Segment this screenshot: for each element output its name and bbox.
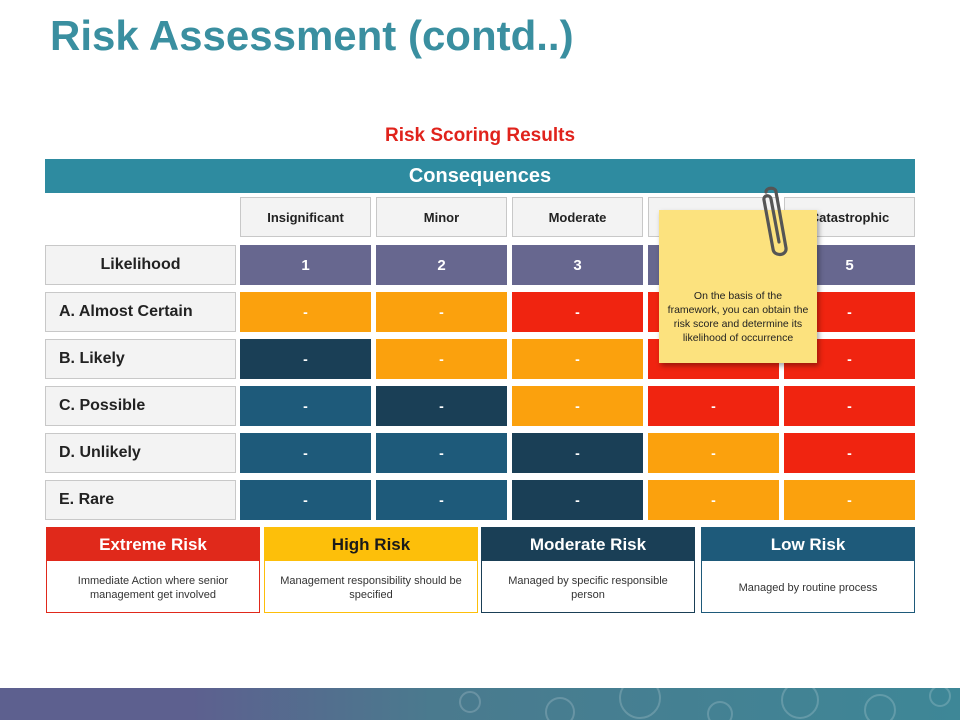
legend-high-risk: High Risk Management responsibility shou… — [264, 527, 478, 613]
legend-moderate-desc: Managed by specific responsible person — [508, 574, 668, 601]
sticky-note-text: On the basis of the framework, you can o… — [667, 290, 809, 344]
sticky-note: On the basis of the framework, you can o… — [659, 210, 817, 363]
paperclip-icon — [762, 186, 788, 257]
risk-cell: - — [784, 433, 915, 473]
risk-cell: - — [648, 433, 779, 473]
score-number-1: 1 — [240, 245, 371, 285]
row-label-rare: E. Rare — [45, 480, 236, 520]
legend-extreme-title: Extreme Risk — [47, 528, 259, 561]
risk-cell: - — [240, 386, 371, 426]
score-number-3: 3 — [512, 245, 643, 285]
legend-high-desc: Management responsibility should be spec… — [280, 574, 462, 601]
legend-low-desc: Managed by routine process — [738, 581, 878, 594]
legend-moderate-risk: Moderate Risk Managed by specific respon… — [481, 527, 695, 613]
legend-low-title: Low Risk — [702, 528, 914, 561]
risk-cell: - — [240, 292, 371, 332]
risk-cell: - — [376, 339, 507, 379]
header-insignificant: Insignificant — [240, 197, 371, 237]
legend-low-risk: Low Risk Managed by routine process — [701, 527, 915, 613]
row-label-unlikely: D. Unlikely — [45, 433, 236, 473]
legend-extreme-desc: Immediate Action where senior management… — [77, 574, 229, 601]
header-moderate: Moderate — [512, 197, 643, 237]
header-minor: Minor — [376, 197, 507, 237]
risk-cell: - — [240, 480, 371, 520]
risk-cell: - — [512, 339, 643, 379]
row-label-almost-certain: A. Almost Certain — [45, 292, 236, 332]
risk-cell: - — [512, 480, 643, 520]
risk-cell: - — [512, 292, 643, 332]
risk-cell: - — [240, 339, 371, 379]
risk-cell: - — [376, 480, 507, 520]
legend-extreme-risk: Extreme Risk Immediate Action where seni… — [46, 527, 260, 613]
score-number-2: 2 — [376, 245, 507, 285]
footer-band — [0, 688, 960, 720]
row-label-possible: C. Possible — [45, 386, 236, 426]
row-label-likely: B. Likely — [45, 339, 236, 379]
likelihood-label: Likelihood — [45, 245, 236, 285]
legend-moderate-title: Moderate Risk — [482, 528, 694, 561]
page-title: Risk Assessment (contd..) — [50, 12, 574, 59]
risk-cell: - — [648, 480, 779, 520]
risk-cell: - — [240, 433, 371, 473]
risk-cell: - — [512, 386, 643, 426]
risk-cell: - — [784, 386, 915, 426]
section-subtitle: Risk Scoring Results — [384, 125, 576, 146]
risk-cell: - — [376, 433, 507, 473]
legend-high-title: High Risk — [265, 528, 477, 561]
footer-gear-decoration-icon — [459, 688, 951, 720]
risk-cell: - — [648, 386, 779, 426]
risk-cell: - — [376, 386, 507, 426]
risk-cell: - — [376, 292, 507, 332]
consequences-header: Consequences — [45, 159, 915, 193]
risk-cell: - — [512, 433, 643, 473]
risk-cell: - — [784, 480, 915, 520]
